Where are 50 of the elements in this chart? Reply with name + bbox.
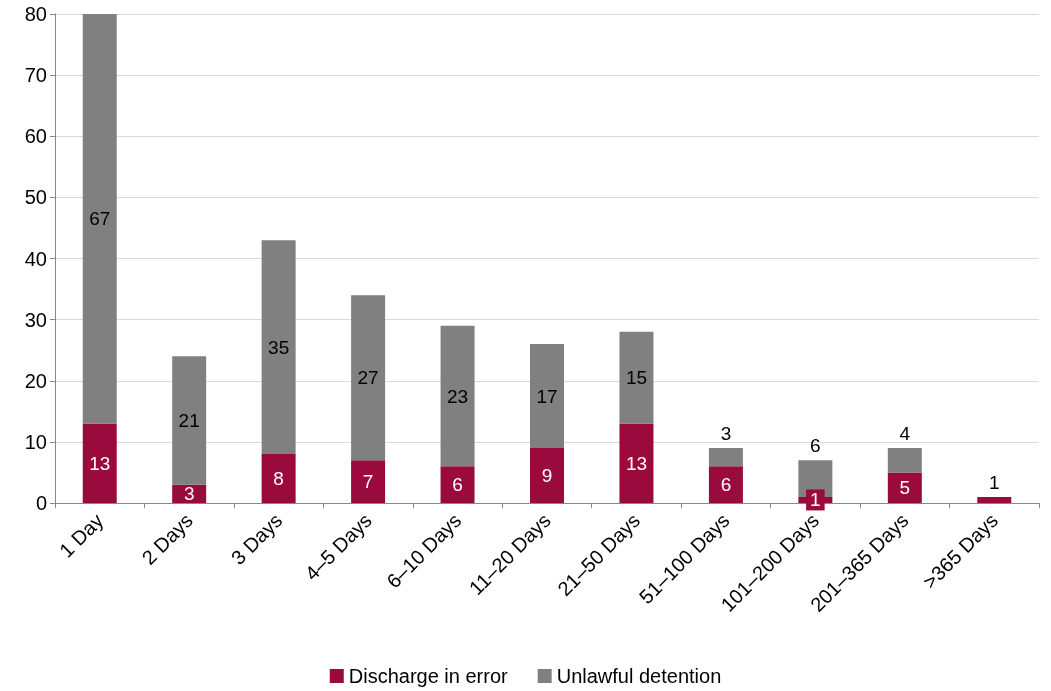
- bar: [82, 423, 117, 503]
- y-tick-label: 60: [24, 125, 47, 148]
- bar: [172, 356, 207, 485]
- bar: [887, 472, 922, 503]
- data-label: 3: [720, 422, 732, 444]
- bar: [708, 447, 743, 467]
- y-tick-label: 50: [24, 186, 47, 209]
- bar: [351, 295, 386, 461]
- y-tick-label: 40: [24, 247, 47, 270]
- data-label: 35: [268, 336, 290, 358]
- bar: [261, 240, 296, 455]
- bar: [530, 344, 564, 448]
- data-label: 7: [362, 471, 374, 493]
- data-label: 27: [357, 367, 379, 389]
- y-tick-label: 0: [35, 492, 47, 514]
- data-label: 17: [536, 385, 558, 407]
- bar: [530, 447, 564, 503]
- legend-label: Unlawful detention: [556, 665, 722, 687]
- data-label: 5: [899, 477, 911, 499]
- data-label: 3: [183, 483, 195, 505]
- y-tick-label: 10: [24, 430, 47, 453]
- data-label: 15: [625, 367, 648, 389]
- bar: [977, 496, 1012, 503]
- bar: [351, 460, 386, 503]
- data-label: 13: [89, 452, 111, 474]
- data-label: 13: [625, 452, 648, 474]
- data-label: 4: [899, 422, 911, 444]
- data-label: 6: [452, 474, 463, 496]
- data-label: 8: [273, 468, 284, 490]
- data-label: 23: [446, 385, 469, 407]
- bar: [619, 331, 654, 424]
- bar: [82, 14, 117, 424]
- data-label: 21: [178, 409, 200, 431]
- bar: [887, 447, 922, 473]
- bar: [261, 454, 296, 503]
- y-tick-label: 20: [24, 369, 47, 392]
- bar: [708, 466, 743, 503]
- y-tick-label: 70: [24, 64, 47, 87]
- bar: [440, 325, 475, 467]
- y-tick-label: 30: [24, 308, 47, 331]
- data-label: 6: [720, 474, 732, 496]
- x-tick-label: 1 Day: [55, 509, 108, 562]
- data-label: 67: [89, 208, 111, 230]
- y-tick-label: 80: [24, 3, 47, 25]
- data-label: 1: [988, 471, 1000, 493]
- bar: [440, 466, 475, 503]
- data-label: 6: [810, 435, 821, 457]
- legend-label: Discharge in error: [348, 665, 509, 687]
- data-label: 9: [541, 464, 553, 486]
- bar: [619, 423, 654, 503]
